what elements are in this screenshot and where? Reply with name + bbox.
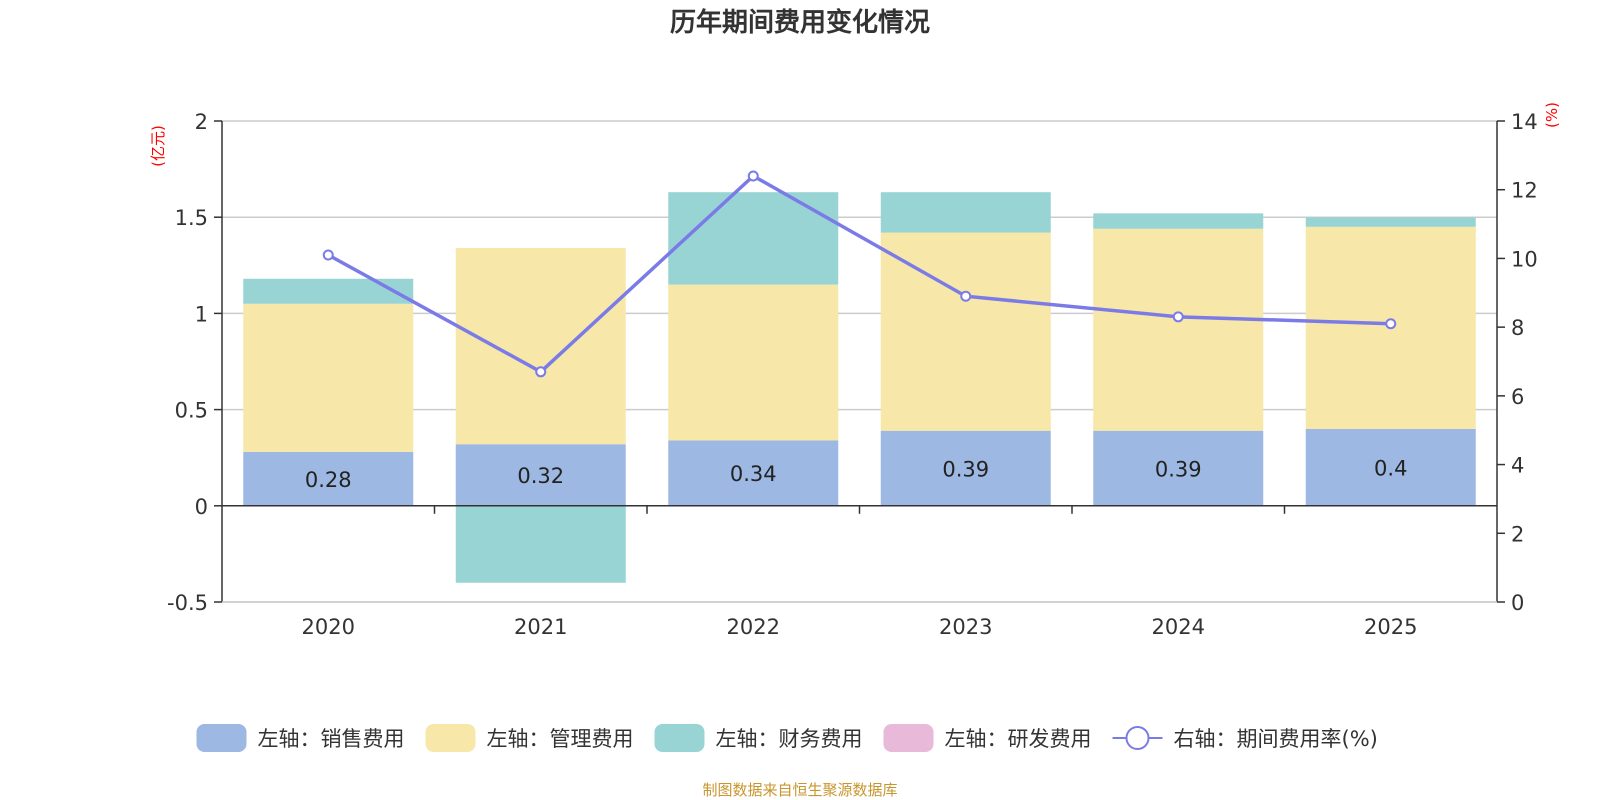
rate-line-group bbox=[322, 170, 1397, 378]
left-tick-label: 0 bbox=[195, 495, 208, 519]
left-tick-label: 1 bbox=[195, 302, 208, 326]
x-tick-label: 2022 bbox=[727, 615, 780, 639]
bar-财务费用 bbox=[1305, 217, 1476, 227]
bar-value-label: 0.4 bbox=[1374, 456, 1407, 480]
x-tick-label: 2023 bbox=[939, 615, 992, 639]
bar-销售费用 bbox=[243, 451, 414, 506]
legend-label: 左轴：研发费用 bbox=[945, 727, 1092, 751]
bar-销售费用 bbox=[455, 444, 626, 506]
x-tick-label: 2021 bbox=[514, 615, 567, 639]
bar-value-label: 0.32 bbox=[517, 464, 564, 488]
legend-label: 左轴：管理费用 bbox=[487, 727, 634, 751]
x-tick-label: 2024 bbox=[1152, 615, 1205, 639]
bar-销售费用 bbox=[880, 430, 1051, 506]
legend-label: 左轴：销售费用 bbox=[258, 727, 405, 751]
rate-point bbox=[1172, 311, 1184, 323]
bar-销售费用 bbox=[1093, 430, 1264, 506]
bar-labels-group: 0.28 0.32 0.34 0.39 0.39 0.4 bbox=[305, 456, 1408, 492]
legend-label: 左轴：财务费用 bbox=[716, 727, 863, 751]
left-axis-unit: (亿元) bbox=[149, 125, 167, 167]
bar-财务费用 bbox=[880, 192, 1051, 233]
legend-swatch bbox=[425, 724, 476, 752]
bar-财务费用 bbox=[243, 278, 414, 304]
legend: 左轴：销售费用 左轴：管理费用 左轴：财务费用 左轴：研发费用 右轴：期间费用率(%) bbox=[196, 724, 1378, 752]
bar-管理费用 bbox=[243, 303, 414, 452]
legend-swatch bbox=[883, 724, 934, 752]
left-tick-label: 1.5 bbox=[175, 206, 208, 230]
right-axis-unit: (%) bbox=[1543, 102, 1561, 128]
legend-swatch bbox=[654, 724, 705, 752]
bar-管理费用 bbox=[668, 284, 839, 441]
bar-财务费用 bbox=[668, 192, 839, 285]
legend-swatch bbox=[196, 724, 247, 752]
rate-point bbox=[747, 170, 759, 182]
bar-销售费用 bbox=[668, 440, 839, 506]
right-tick-label: 12 bbox=[1511, 179, 1538, 203]
rate-line bbox=[327, 173, 1391, 374]
x-tick-label: 2025 bbox=[1364, 615, 1417, 639]
rate-point bbox=[535, 366, 547, 378]
rate-point bbox=[1385, 318, 1397, 330]
rate-point bbox=[960, 290, 972, 302]
right-tick-label: 14 bbox=[1511, 110, 1538, 134]
right-tick-label: 2 bbox=[1511, 522, 1524, 546]
left-tick-label: 0.5 bbox=[175, 399, 208, 423]
right-tick-label: 0 bbox=[1511, 591, 1524, 615]
legend-marker bbox=[1125, 726, 1150, 750]
bar-管理费用 bbox=[455, 247, 626, 445]
legend-label: 右轴：期间费用率(%) bbox=[1174, 727, 1378, 751]
bar-财务费用 bbox=[455, 505, 626, 583]
bars-group bbox=[243, 192, 1476, 583]
bar-销售费用 bbox=[1305, 428, 1476, 506]
right-tick-label: 6 bbox=[1511, 385, 1524, 409]
bar-value-label: 0.39 bbox=[1155, 457, 1202, 481]
chart-title: 历年期间费用变化情况 bbox=[670, 7, 930, 38]
bar-value-label: 0.39 bbox=[942, 457, 989, 481]
x-tick-label: 2020 bbox=[302, 615, 355, 639]
bar-财务费用 bbox=[1093, 213, 1264, 229]
bar-管理费用 bbox=[1093, 228, 1264, 431]
source-note: 制图数据来自恒生聚源数据库 bbox=[702, 781, 897, 799]
right-tick-label: 4 bbox=[1511, 454, 1524, 478]
right-tick-label: 10 bbox=[1511, 247, 1538, 271]
right-tick-label: 8 bbox=[1511, 316, 1524, 340]
left-tick-label: 2 bbox=[195, 110, 208, 134]
bar-value-label: 0.28 bbox=[305, 468, 352, 492]
rate-point bbox=[322, 249, 334, 261]
bar-value-label: 0.34 bbox=[730, 462, 777, 486]
left-tick-label: -0.5 bbox=[167, 591, 208, 615]
